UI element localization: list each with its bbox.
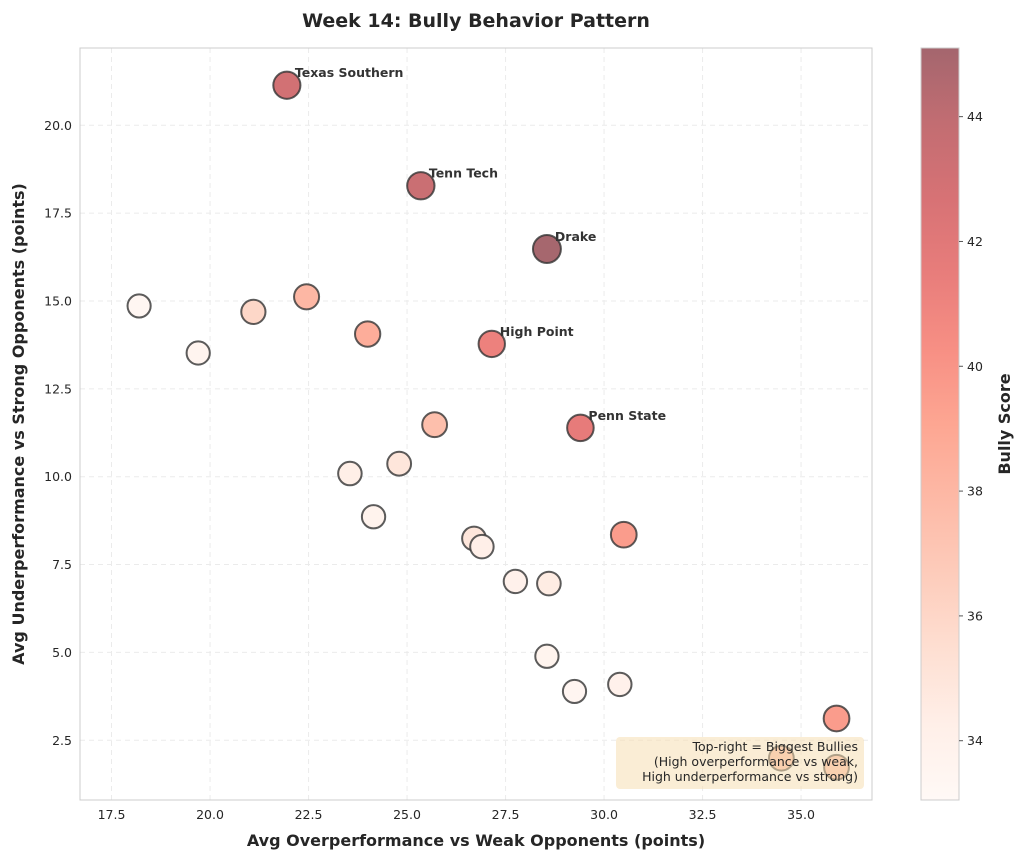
data-point xyxy=(337,460,363,487)
data-point xyxy=(566,413,595,443)
y-tick-label: 17.5 xyxy=(44,206,72,221)
data-point xyxy=(406,171,436,201)
data-point xyxy=(126,293,152,319)
chart-title: Week 14: Bully Behavior Pattern xyxy=(302,10,650,32)
data-point xyxy=(536,570,562,597)
x-tick-label: 20.0 xyxy=(196,807,224,822)
x-tick-label: 35.0 xyxy=(787,807,815,822)
y-axis-label: Avg Underperformance vs Strong Opponents… xyxy=(9,183,28,665)
x-axis-label: Avg Overperformance vs Weak Opponents (p… xyxy=(247,831,705,850)
y-tick-label: 7.5 xyxy=(52,557,72,572)
data-point xyxy=(531,234,562,264)
y-tick-label: 10.0 xyxy=(44,469,72,484)
y-tick-label: 5.0 xyxy=(52,645,72,660)
data-point xyxy=(421,411,449,439)
data-point xyxy=(469,533,495,560)
y-tick-label: 15.0 xyxy=(44,294,72,309)
plot-frame xyxy=(79,47,873,801)
data-point xyxy=(609,520,638,549)
y-tick-label: 20.0 xyxy=(44,118,72,133)
y-tick-label: 2.5 xyxy=(52,733,72,748)
y-ticks: 2.5 5.0 7.5 10.0 12.5 15.0 17.5 20.0 xyxy=(44,118,72,748)
data-point xyxy=(386,450,413,477)
data-point xyxy=(353,320,382,348)
colorbar-tick-label: 42 xyxy=(967,234,983,249)
point-label: Texas Southern xyxy=(295,65,404,80)
x-tick-label: 32.5 xyxy=(689,807,717,822)
colorbar-label: Bully Score xyxy=(995,373,1014,474)
colorbar-tick-label: 44 xyxy=(967,109,983,124)
x-tick-label: 22.5 xyxy=(295,807,323,822)
data-point xyxy=(360,504,387,530)
annotation-line-2: (High overperformance vs weak, xyxy=(654,754,858,769)
x-tick-label: 30.0 xyxy=(590,807,618,822)
point-label: High Point xyxy=(500,324,574,339)
x-ticks: 17.5 20.0 22.5 25.0 27.5 30.0 32.5 35.0 xyxy=(98,807,815,822)
annotation-line-1: Top-right = Biggest Bullies xyxy=(691,739,858,754)
data-point xyxy=(534,643,560,669)
x-tick-label: 17.5 xyxy=(98,807,126,822)
colorbar-tick-label: 40 xyxy=(967,359,983,374)
colorbar-ticks: 34 36 38 40 42 44 xyxy=(959,109,983,748)
point-label: Tenn Tech xyxy=(429,166,498,181)
grid xyxy=(80,48,872,800)
point-label: Drake xyxy=(555,229,596,244)
point-label: Penn State xyxy=(588,408,666,423)
data-point xyxy=(272,70,302,100)
data-point xyxy=(502,568,529,595)
data-point xyxy=(240,298,267,326)
data-point xyxy=(477,329,506,359)
x-tick-label: 27.5 xyxy=(492,807,520,822)
data-point xyxy=(561,678,588,705)
data-point xyxy=(607,671,633,698)
point-labels: Texas Southern Tenn Tech Drake High Point Pe… xyxy=(295,65,666,423)
colorbar-tick-label: 38 xyxy=(967,484,983,499)
x-tick-label: 25.0 xyxy=(393,807,421,822)
colorbar-tick-label: 36 xyxy=(967,608,983,623)
annotation-box: Top-right = Biggest Bullies (High overpe… xyxy=(616,737,864,789)
annotation-line-3: High underperformance vs strong) xyxy=(642,769,858,784)
data-point xyxy=(185,340,211,366)
colorbar-tick-label: 34 xyxy=(967,733,983,748)
colorbar xyxy=(920,47,960,801)
y-tick-label: 12.5 xyxy=(44,381,72,396)
data-point xyxy=(822,704,851,733)
data-point xyxy=(293,283,321,311)
